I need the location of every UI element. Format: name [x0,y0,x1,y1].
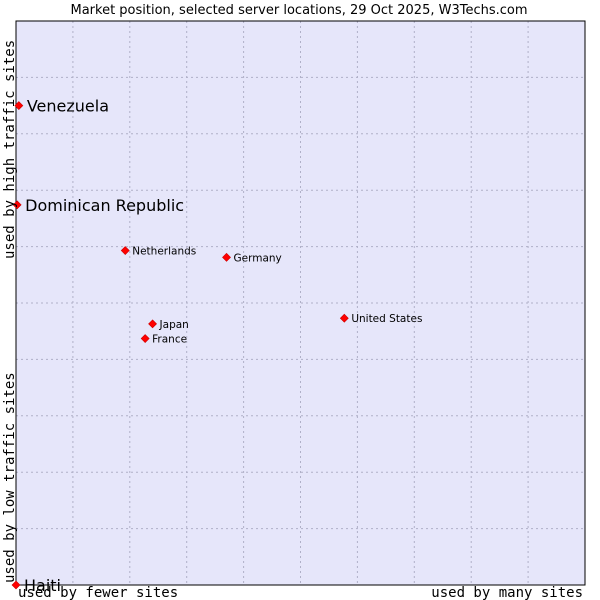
data-point-germany: Germany [222,252,282,264]
point-marker [11,580,21,590]
data-point-france: France [140,334,187,346]
y-axis-label-top: used by high traffic sites [2,40,18,259]
data-point-venezuela: Venezuela [14,97,109,116]
point-label: United States [351,313,422,325]
point-marker [148,319,157,329]
data-point-netherlands: Netherlands [120,246,196,258]
point-label: Japan [159,319,189,331]
y-axis-label-bottom: used by low traffic sites [2,372,18,583]
x-axis-label-left: used by fewer sites [18,585,178,600]
data-point-united-states: United States [339,313,422,325]
data-points: Venezuela Dominican Republic Netherlands Ge… [11,97,422,595]
data-point-dominican-republic: Dominican Republic [12,196,184,215]
point-marker [14,101,24,111]
chart-title: Market position, selected server locatio… [70,3,527,18]
point-marker [222,252,231,262]
data-point-japan: Japan [148,319,189,331]
point-label: Haiti [24,576,61,595]
point-marker [120,246,130,255]
plot-border [15,20,586,586]
point-marker [140,334,150,343]
data-point-haiti: Haiti [11,576,61,595]
x-axis-label-right: used by many sites [431,585,583,600]
point-label: Dominican Republic [25,196,184,215]
grid-lines [16,21,585,585]
point-label: Venezuela [27,97,109,116]
point-marker [339,313,349,323]
point-label: France [152,334,187,346]
point-label: Netherlands [132,246,196,258]
point-marker [12,200,22,210]
point-label: Germany [234,252,282,264]
